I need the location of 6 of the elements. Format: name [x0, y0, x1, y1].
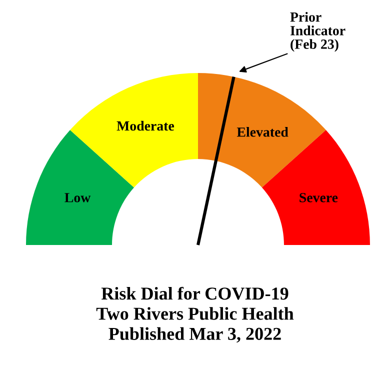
slice-label: Elevated	[236, 127, 288, 137]
slice-label: Low	[64, 193, 91, 202]
slice-label: Moderate	[116, 120, 174, 131]
slice-label: Severe	[300, 192, 338, 202]
text: Prior Indicator (Feb 23)	[290, 12, 346, 52]
text: Risk Dial for COVID-19 Two Rivers Public Health Published Mar 3, 2022	[96, 286, 294, 343]
